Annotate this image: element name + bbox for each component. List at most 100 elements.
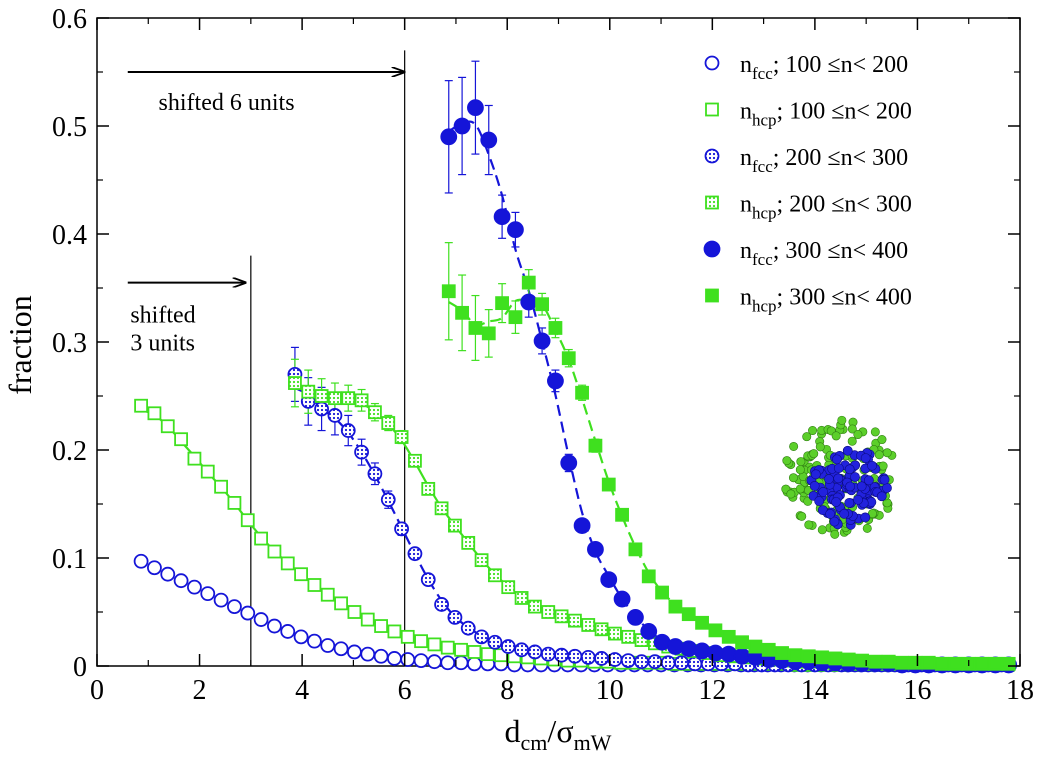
- data-point: [367, 466, 383, 482]
- data-point: [253, 612, 269, 627]
- data-point: [828, 651, 843, 666]
- data-point: [761, 642, 776, 657]
- legend-label-range: ; 300 ≤n< 400: [773, 238, 908, 264]
- data-point: [500, 639, 516, 654]
- data-point: [640, 623, 658, 640]
- data-point: [493, 208, 511, 226]
- data-point: [641, 569, 656, 584]
- legend-label: nfcc; 300 ≤n< 400: [740, 238, 908, 269]
- legend-label: nfcc; 200 ≤n< 300: [740, 145, 908, 176]
- inset-particle: [830, 529, 840, 539]
- axes: 0 2 4 6 8 10 12 14 16 18 0 0.1 0.2 0.3 0.4 0.5 0.6: [52, 4, 1034, 706]
- data-point: [895, 655, 909, 670]
- data-point: [440, 640, 455, 655]
- inset-particle: [824, 474, 834, 484]
- legend-label-var: n: [740, 285, 752, 311]
- data-point: [594, 651, 609, 666]
- inset-particle: [877, 435, 887, 445]
- legend-label-var: n: [740, 192, 752, 218]
- data-point: [400, 629, 415, 644]
- data-point: [374, 619, 388, 633]
- inset-particle: [842, 445, 853, 456]
- legend-item: nhcp; 300 ≤n< 400: [705, 285, 912, 316]
- data-point: [301, 384, 316, 399]
- data-point: [948, 656, 963, 671]
- data-point: [501, 580, 516, 595]
- data-point: [294, 567, 308, 582]
- inset-particle: [782, 456, 792, 466]
- data-point: [447, 610, 463, 625]
- inset-particle: [847, 424, 857, 434]
- data-point: [214, 479, 228, 494]
- inset-particle: [839, 508, 850, 519]
- data-point: [568, 613, 582, 628]
- data-point: [453, 117, 471, 135]
- data-point: [608, 626, 622, 641]
- data-point: [660, 655, 676, 671]
- inset-particle: [856, 481, 867, 492]
- data-point: [441, 284, 456, 299]
- data-point: [575, 385, 589, 400]
- inset-particle: [789, 441, 799, 451]
- legend-item: nhcp; 200 ≤n< 300: [705, 192, 912, 223]
- error-bars: [290, 60, 627, 585]
- data-point: [427, 637, 442, 652]
- data-point: [320, 587, 335, 602]
- data-point: [328, 391, 342, 406]
- data-point: [373, 648, 389, 664]
- legend-marker: [705, 195, 719, 210]
- data-point: [387, 624, 402, 639]
- annotation-text: shifted 6 units: [159, 90, 295, 116]
- data-point: [613, 590, 631, 608]
- data-point: [721, 629, 736, 644]
- y-tick-label: 0.5: [52, 112, 87, 143]
- data-point: [200, 464, 215, 479]
- data-point: [240, 605, 256, 621]
- data-point: [507, 221, 524, 239]
- x-tick-label: 2: [193, 675, 207, 706]
- legend-marker: [704, 148, 720, 164]
- data-point: [461, 535, 476, 550]
- data-point: [634, 654, 649, 670]
- data-point: [695, 615, 709, 630]
- inset-particle: [876, 491, 887, 502]
- inset-particle: [804, 520, 814, 530]
- data-point: [628, 542, 643, 557]
- data-point: [454, 642, 468, 657]
- inset-particle: [860, 512, 871, 523]
- data-point: [173, 573, 189, 589]
- data-point: [1001, 656, 1016, 671]
- legend-item: nfcc; 100 ≤n< 200: [704, 52, 908, 83]
- data-point: [735, 635, 749, 650]
- x-axis-title-sub2: mW: [574, 730, 612, 755]
- inset-particle: [832, 454, 842, 465]
- legend-marker: [703, 240, 721, 258]
- data-point: [881, 654, 896, 669]
- data-point: [381, 416, 396, 430]
- data-point: [620, 653, 636, 668]
- inset-particle: [862, 523, 872, 533]
- data-point: [133, 553, 149, 569]
- x-tick-label: 0: [90, 675, 104, 706]
- data-point: [347, 644, 362, 660]
- inset-particle: [795, 465, 805, 475]
- data-point: [988, 656, 1003, 671]
- data-point: [467, 645, 482, 659]
- data-point: [333, 641, 349, 657]
- data-point: [560, 454, 578, 472]
- x-tick-label: 18: [1006, 675, 1034, 706]
- data-point: [548, 321, 563, 335]
- data-point: [687, 656, 703, 672]
- data-point: [467, 99, 484, 117]
- data-point: [621, 629, 636, 644]
- data-point: [408, 453, 422, 468]
- data-point: [200, 586, 216, 602]
- data-point: [480, 131, 498, 149]
- data-point: [775, 646, 789, 660]
- data-point: [413, 653, 429, 668]
- data-point: [434, 597, 449, 612]
- inset-particle: [847, 436, 857, 446]
- legend-label-var: n: [740, 52, 752, 78]
- inset-particle: [818, 487, 829, 497]
